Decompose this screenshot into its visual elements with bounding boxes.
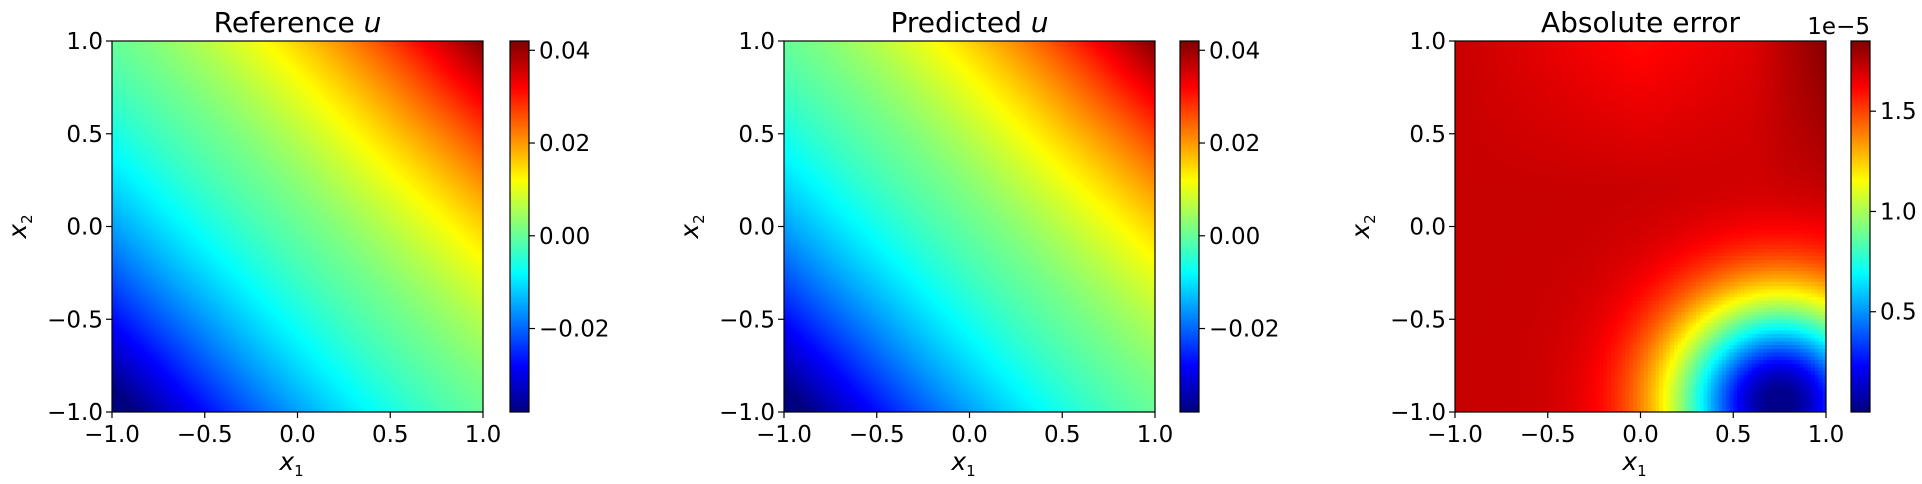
- x-tick-label: −1.0: [756, 422, 812, 448]
- chart-panel-2: Predicted u−1.0 −0.5 0.0 0.5 1.0−1.0−0.50.00…: [675, 6, 1279, 480]
- heatmap-image: [784, 41, 1155, 412]
- y-axis-label: x2: [1346, 214, 1379, 239]
- colorbar-tick-label: 0.04: [1209, 38, 1260, 64]
- x-tick-label: 0.5: [372, 422, 409, 448]
- y-tick-label: 0.5: [66, 122, 103, 148]
- y-tick-label: −1.0: [47, 400, 103, 426]
- y-axis-label-var: x: [1346, 224, 1375, 240]
- colorbar-offset-label: 1e−5: [1807, 14, 1870, 40]
- colorbar-frame: [1850, 40, 1871, 413]
- y-axis-label-subscript: 2: [1361, 214, 1379, 224]
- y-axis-label: x2: [3, 214, 36, 239]
- y-tick-label: −1.0: [719, 400, 775, 426]
- x-tick-label: 0.0: [1622, 422, 1659, 448]
- x-tick-label: −0.5: [177, 422, 233, 448]
- x-axis-label-var: x: [278, 447, 294, 476]
- y-tick-label: −1.0: [1390, 400, 1446, 426]
- colorbar-tick-label: −0.02: [539, 317, 609, 343]
- y-tick-label: 0.5: [1409, 122, 1446, 148]
- x-tick-label: 0.0: [279, 422, 316, 448]
- x-axis-label: x1: [1621, 447, 1646, 480]
- chart-title-text: Reference: [214, 6, 355, 39]
- y-axis-label-subscript: 2: [18, 214, 36, 224]
- y-axis-label-var: x: [3, 224, 32, 240]
- colorbar-tick-label: 1.5: [1880, 99, 1917, 125]
- x-tick-label: −1.0: [84, 422, 140, 448]
- y-tick-label: 0.0: [66, 215, 103, 241]
- y-tick-label: 0.5: [738, 122, 775, 148]
- y-tick-label: 0.0: [1409, 215, 1446, 241]
- colorbar-tick-label: 0.04: [539, 38, 590, 64]
- colorbar-gradient: [1851, 41, 1870, 412]
- x-tick-label: 1.0: [1808, 422, 1845, 448]
- x-axis-label-var: x: [950, 447, 966, 476]
- y-tick-label: −0.5: [1390, 307, 1446, 333]
- x-tick-label: 0.5: [1715, 422, 1752, 448]
- x-axis-label-subscript: 1: [1637, 462, 1647, 480]
- y-axis-label: x2: [675, 214, 708, 239]
- x-axis-label-var: x: [1621, 447, 1637, 476]
- colorbar-tick-label: 0.5: [1880, 300, 1917, 326]
- chart-title-variable: u: [355, 6, 382, 39]
- heatmap-image: [112, 41, 483, 412]
- y-tick-label: −0.5: [47, 307, 103, 333]
- x-tick-label: −0.5: [849, 422, 905, 448]
- x-axis-label: x1: [278, 447, 303, 480]
- y-tick-label: 0.0: [738, 215, 775, 241]
- y-tick-label: −0.5: [719, 307, 775, 333]
- chart-title: Absolute error: [1541, 6, 1741, 39]
- x-tick-label: 0.0: [951, 422, 988, 448]
- chart-title: Predicted u: [890, 6, 1048, 39]
- x-tick-label: −1.0: [1427, 422, 1483, 448]
- x-tick-label: 1.0: [1137, 422, 1174, 448]
- y-axis-label-subscript: 2: [690, 214, 708, 224]
- colorbar-tick-label: 1.0: [1880, 199, 1917, 225]
- y-tick-label: 1.0: [1409, 29, 1446, 55]
- colorbar-frame: [509, 40, 530, 413]
- chart-panel-3: Absolute error −1.0 −0.5 0.0 0.5 1.0 −1.0 −0.5 0…: [1346, 6, 1917, 480]
- y-tick-label: 1.0: [738, 29, 775, 55]
- y-tick-label: 1.0: [66, 29, 103, 55]
- x-axis-label: x1: [950, 447, 975, 480]
- colorbar-tick-label: 0.02: [1209, 131, 1260, 157]
- x-tick-label: 1.0: [465, 422, 502, 448]
- colorbar-tick-label: 0.02: [539, 131, 590, 157]
- y-axis-label-var: x: [675, 224, 704, 240]
- colorbar-tick-label: 0.00: [539, 224, 590, 250]
- chart-panel-1: Reference u−1.0 −0.5 0.0 0.5 1.0−1.0−0.50.00…: [3, 6, 609, 480]
- colorbar-frame: [1179, 40, 1200, 413]
- x-tick-label: −0.5: [1520, 422, 1576, 448]
- colorbar-tick-label: 0.00: [1209, 224, 1260, 250]
- x-tick-label: 0.5: [1044, 422, 1081, 448]
- x-axis-label-subscript: 1: [294, 462, 304, 480]
- x-axis-label-subscript: 1: [966, 462, 976, 480]
- chart-title-text: Predicted: [890, 6, 1021, 39]
- colorbar-tick-label: −0.02: [1209, 317, 1279, 343]
- colorbar-gradient: [1180, 41, 1199, 412]
- chart-title-text: Absolute error: [1541, 6, 1741, 39]
- chart-title: Reference u: [214, 6, 382, 39]
- colorbar-gradient: [510, 41, 529, 412]
- chart-title-variable: u: [1022, 6, 1049, 39]
- heatmap-image: [1455, 41, 1826, 412]
